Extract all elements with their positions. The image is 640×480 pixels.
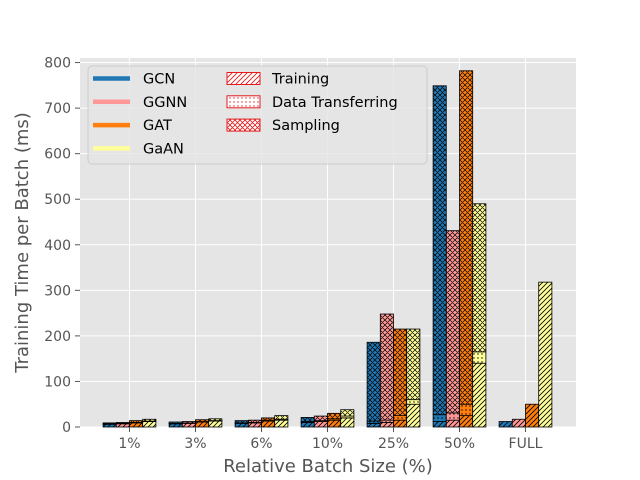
- bar-gat-training-outline: [393, 419, 408, 428]
- x-tick-label: 3%: [184, 436, 206, 452]
- legend-box: [87, 65, 428, 165]
- bar-gcn-training-outline: [366, 422, 381, 428]
- y-tick-label: 600: [44, 147, 71, 163]
- legend-label-data-transferring: Data Transferring: [272, 95, 398, 111]
- bar-ggnn-sampling-outline: [313, 415, 328, 422]
- bar-gat-training-outline: [327, 419, 342, 428]
- bar-gat-sampling-outline: [195, 419, 210, 422]
- bar-gaan-training-outline: [472, 362, 487, 428]
- bar-ggnn-data-transferring-outline: [445, 412, 460, 421]
- bar-gat-training-outline: [525, 403, 540, 428]
- bar-gat-sampling-outline: [261, 417, 276, 421]
- bar-gaan-data-transferring-outline: [472, 351, 487, 364]
- x-tick-label: 6%: [250, 436, 272, 452]
- legend-swatch-sampling: [226, 118, 261, 132]
- bar-ggnn-sampling-outline: [247, 419, 262, 423]
- bar-ggnn-training-outline: [115, 423, 130, 428]
- bar-gat-sampling-outline: [129, 420, 144, 423]
- legend-label-gat: GAT: [143, 118, 172, 134]
- bar-gat-data-transferring-outline: [393, 415, 408, 421]
- bar-ggnn-sampling-outline: [445, 230, 460, 414]
- bar-gaan-sampling-outline: [340, 409, 355, 417]
- legend-label-gaan: GaAN: [143, 141, 184, 157]
- y-tick-label: 400: [44, 238, 71, 254]
- bar-gcn-sampling-outline: [102, 422, 117, 425]
- bar-ggnn-training-outline: [379, 422, 394, 428]
- bar-ggnn-training-outline: [247, 422, 262, 428]
- bar-gat-data-transferring-outline: [459, 403, 474, 417]
- y-tick-label: 100: [44, 374, 71, 390]
- bar-gaan-training-outline: [538, 281, 553, 428]
- bar-gcn-sampling-outline: [432, 85, 447, 416]
- bar-gaan-sampling-outline: [472, 203, 487, 353]
- bar-gaan-training-outline: [274, 419, 289, 428]
- bar-gat-training-outline: [261, 420, 276, 428]
- bar-gat-sampling-outline: [393, 328, 408, 417]
- bar-ggnn-training-outline: [181, 422, 196, 428]
- y-ticks: 0 100 200 300 400 500 600 700 800: [44, 56, 80, 436]
- legend-swatch-training: [226, 72, 261, 85]
- y-axis-label: Training Time per Batch (ms): [12, 112, 33, 374]
- y-tick-label: 500: [44, 192, 71, 208]
- bar-gat-training-outline: [195, 421, 210, 428]
- bar-gcn-sampling-outline: [300, 417, 315, 422]
- bars: [102, 70, 553, 428]
- x-tick-label: 1%: [118, 436, 140, 452]
- bar-gaan-sampling-outline: [406, 328, 421, 401]
- bar-gcn-training-outline: [168, 423, 183, 428]
- legend-label-gcn: GCN: [143, 72, 175, 88]
- legend-swatch-data-transferring: [226, 95, 261, 109]
- bar-gcn-sampling-outline: [366, 341, 381, 422]
- bar-gaan-training-outline: [142, 421, 157, 428]
- legend-label-ggnn: GGNN: [143, 95, 187, 111]
- x-tick-label: 50%: [444, 436, 475, 452]
- bar-gcn-training-outline: [300, 422, 315, 428]
- bar-gaan-training-outline: [340, 417, 355, 428]
- x-tick-label: FULL: [509, 436, 543, 452]
- bar-ggnn-training-outline: [313, 421, 328, 428]
- bar-gat-training-outline: [459, 415, 474, 428]
- y-tick-label: 700: [44, 101, 71, 117]
- bar-gcn-training-outline: [432, 421, 447, 428]
- bar-gcn-training-outline: [102, 423, 117, 428]
- bar-gat-sampling-outline: [327, 412, 342, 420]
- bar-ggnn-sampling-outline: [181, 421, 196, 424]
- bar-gcn-training-outline: [234, 422, 249, 428]
- legend: GCN GGNN GAT GaAN Training Data Transferring S…: [87, 65, 428, 165]
- bar-gcn-training-outline: [498, 421, 513, 428]
- bar-gcn-sampling-outline: [168, 421, 183, 424]
- x-tick-label: 10%: [312, 436, 343, 452]
- legend-label-training: Training: [271, 72, 329, 88]
- legend-label-sampling: Sampling: [272, 118, 340, 134]
- bar-gaan-sampling-outline: [274, 415, 289, 420]
- bar-gaan-training-outline: [208, 420, 223, 428]
- bar-gcn-data-transferring-outline: [432, 414, 447, 422]
- x-ticks: 1% 3% 6% 10% 25% 50% FULL: [118, 427, 543, 452]
- bar-ggnn-training-outline: [511, 418, 526, 428]
- bar-gaan-sampling-outline: [208, 418, 223, 422]
- bar-gcn-sampling-outline: [234, 420, 249, 424]
- y-tick-label: 200: [44, 329, 71, 345]
- bar-ggnn-sampling-outline: [379, 313, 394, 421]
- bar-ggnn-training-outline: [445, 419, 460, 428]
- bar-gat-training-outline: [129, 422, 144, 428]
- bar-ggnn-sampling-outline: [115, 422, 130, 424]
- bar-gaan-training-outline: [406, 403, 421, 428]
- x-tick-label: 25%: [378, 436, 409, 452]
- bar-gaan-data-transferring-outline: [406, 399, 421, 405]
- y-tick-label: 300: [44, 283, 71, 299]
- y-tick-label: 800: [44, 56, 71, 72]
- bar-gaan-sampling-outline: [142, 418, 157, 422]
- x-axis-label: Relative Batch Size (%): [223, 456, 433, 477]
- bar-gat-sampling-outline: [459, 70, 474, 405]
- y-tick-label: 0: [62, 420, 71, 436]
